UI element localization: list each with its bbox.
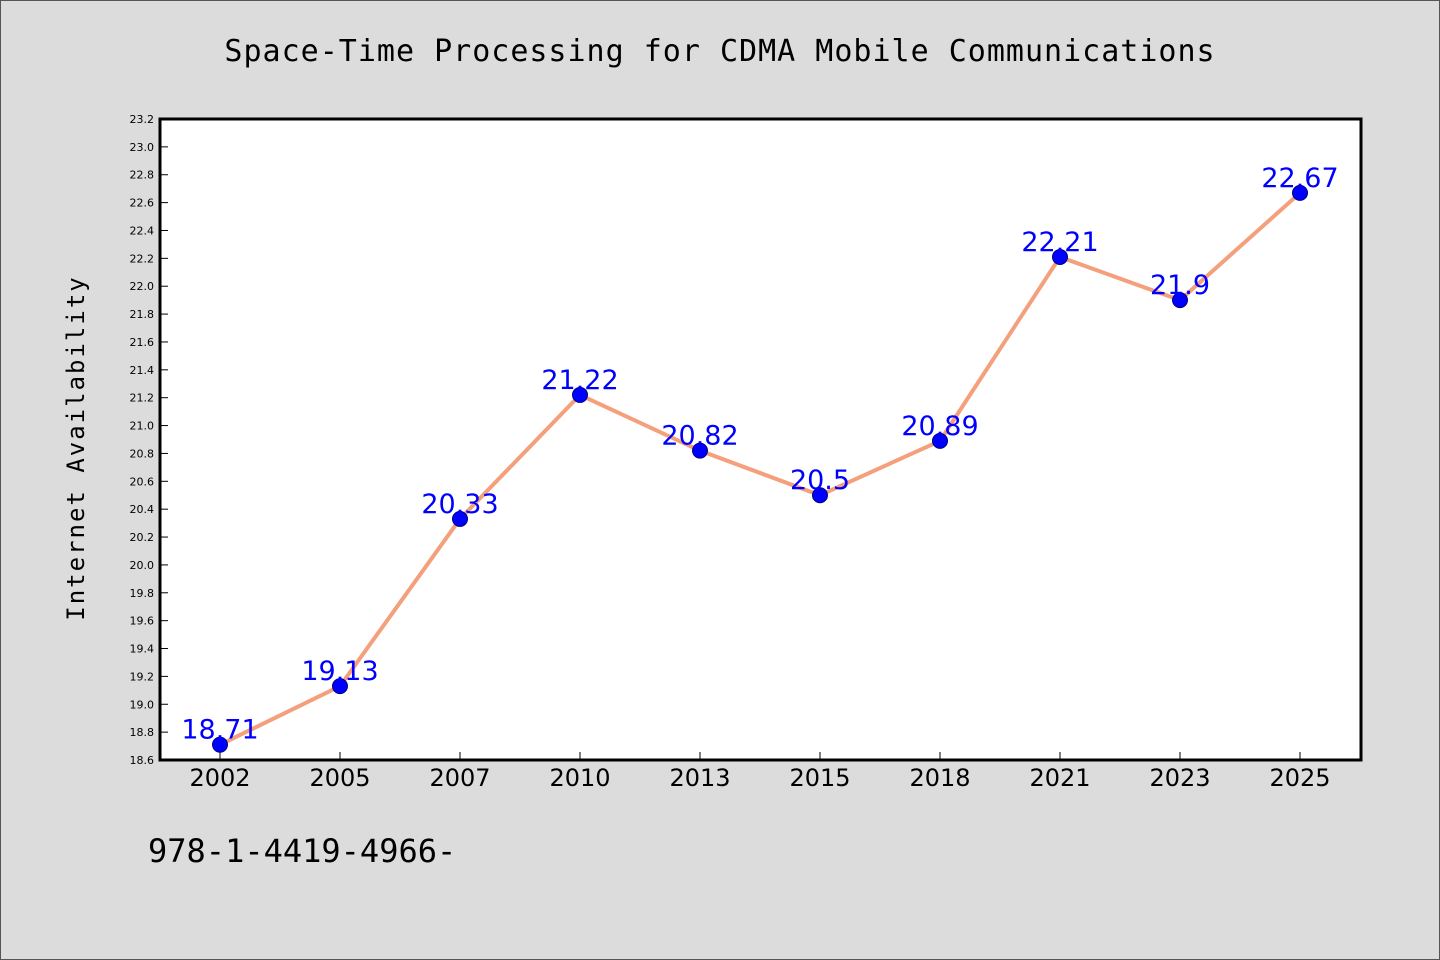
data-markers bbox=[212, 184, 1308, 753]
data-point bbox=[692, 442, 708, 459]
data-label: 20.89 bbox=[901, 411, 978, 442]
data-label: 22.21 bbox=[1021, 227, 1098, 258]
y-tick-label: 20.8 bbox=[130, 447, 155, 460]
x-axis: 2002 2005 2007 2010 2013 2015 2018 2021 2023 2025 bbox=[189, 752, 1331, 792]
y-tick-label: 19.8 bbox=[130, 587, 155, 600]
y-axis: 18.6 18.8 19.0 19.2 19.4 19.6 19.8 20.0 20.2 20.4… bbox=[130, 113, 168, 767]
y-tick-label: 21.0 bbox=[130, 420, 155, 433]
data-label: 22.67 bbox=[1261, 163, 1338, 194]
y-tick-label: 19.0 bbox=[130, 698, 155, 711]
x-tick-label: 2021 bbox=[1029, 764, 1090, 792]
x-tick-label: 2023 bbox=[1149, 764, 1210, 792]
y-tick-label: 20.0 bbox=[130, 559, 155, 572]
y-tick-label: 23.2 bbox=[130, 113, 155, 126]
y-tick-label: 22.6 bbox=[130, 197, 155, 210]
data-label: 18.71 bbox=[181, 715, 258, 746]
y-tick-label: 22.8 bbox=[130, 169, 155, 182]
y-tick-label: 20.6 bbox=[130, 475, 155, 488]
y-tick-label: 22.0 bbox=[130, 280, 155, 293]
data-labels: 18.71 19.13 20.33 21.22 20.82 20.5 20.89 22.21 2… bbox=[181, 163, 1338, 746]
y-tick-label: 21.2 bbox=[130, 392, 155, 405]
data-label: 19.13 bbox=[301, 656, 378, 687]
y-tick-label: 21.8 bbox=[130, 308, 155, 321]
data-point bbox=[332, 678, 348, 695]
data-label: 20.5 bbox=[790, 465, 850, 496]
data-point bbox=[212, 736, 228, 753]
data-point bbox=[932, 432, 948, 449]
data-label: 21.22 bbox=[541, 365, 618, 396]
x-tick-label: 2015 bbox=[789, 764, 850, 792]
x-tick-label: 2025 bbox=[1269, 764, 1330, 792]
y-tick-label: 23.0 bbox=[130, 141, 155, 154]
y-tick-label: 18.8 bbox=[130, 726, 155, 739]
y-tick-label: 19.2 bbox=[130, 670, 155, 683]
plot-area bbox=[158, 117, 1363, 762]
y-tick-label: 19.4 bbox=[130, 643, 155, 656]
x-tick-label: 2002 bbox=[189, 764, 250, 792]
data-point bbox=[812, 487, 828, 504]
x-tick-label: 2005 bbox=[309, 764, 370, 792]
y-tick-label: 19.6 bbox=[130, 615, 155, 628]
data-point bbox=[1172, 292, 1188, 309]
data-label: 21.9 bbox=[1150, 270, 1210, 301]
y-tick-label: 18.6 bbox=[130, 754, 155, 767]
y-tick-label: 20.4 bbox=[130, 503, 155, 516]
data-point bbox=[572, 386, 588, 403]
series-line bbox=[218, 190, 1302, 747]
x-tick-label: 2018 bbox=[909, 764, 970, 792]
data-point bbox=[452, 510, 468, 527]
data-point bbox=[1292, 184, 1308, 201]
data-point bbox=[1052, 248, 1068, 265]
y-tick-label: 20.2 bbox=[130, 531, 155, 544]
chart-title: Space-Time Processing for CDMA Mobile Co… bbox=[224, 34, 1216, 69]
x-tick-label: 2010 bbox=[549, 764, 610, 792]
y-tick-label: 21.4 bbox=[130, 364, 155, 377]
data-label: 20.33 bbox=[421, 489, 498, 520]
y-tick-label: 21.6 bbox=[130, 336, 155, 349]
y-tick-label: 22.2 bbox=[130, 252, 155, 265]
x-tick-label: 2013 bbox=[669, 764, 730, 792]
footer-text: 978-1-4419-4966- bbox=[148, 832, 457, 870]
y-tick-label: 22.4 bbox=[130, 224, 155, 237]
data-label: 20.82 bbox=[661, 421, 738, 452]
y-axis-label: Internet Availability bbox=[62, 275, 90, 620]
x-tick-label: 2007 bbox=[429, 764, 490, 792]
